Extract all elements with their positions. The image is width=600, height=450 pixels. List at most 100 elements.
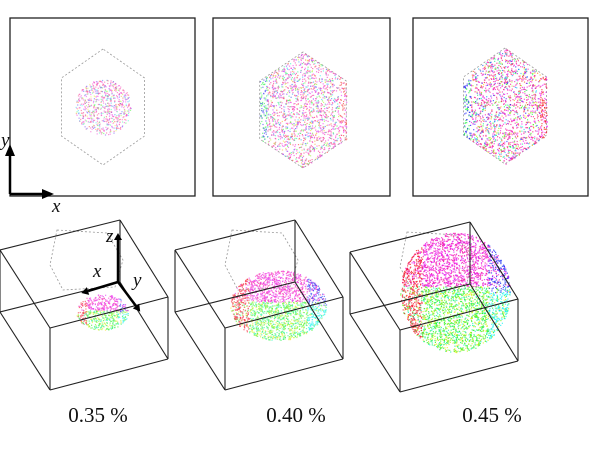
particle: [513, 156, 515, 158]
particle: [122, 117, 124, 119]
particle: [85, 108, 87, 110]
particle: [112, 127, 114, 129]
particle: [487, 67, 489, 69]
particle: [337, 108, 339, 110]
particle: [324, 85, 326, 87]
particle: [280, 96, 282, 98]
particle: [474, 79, 477, 81]
particle: [293, 85, 295, 87]
particle: [293, 113, 295, 115]
particle: [299, 107, 301, 109]
particle: [515, 79, 517, 81]
particle: [267, 94, 269, 96]
particle: [540, 97, 542, 99]
particle: [325, 104, 327, 106]
particle: [318, 110, 320, 112]
particle: [503, 103, 505, 105]
particle: [104, 107, 106, 110]
particle: [506, 146, 508, 148]
particle: [269, 125, 271, 127]
particle: [111, 120, 113, 122]
particle: [341, 82, 343, 84]
particle: [475, 131, 477, 133]
particle: [266, 99, 268, 101]
particle: [104, 91, 106, 93]
particle: [127, 114, 130, 117]
particle: [111, 125, 113, 127]
particle: [465, 96, 467, 98]
particle: [490, 84, 492, 86]
particle: [273, 319, 276, 321]
particle: [324, 148, 326, 150]
particle: [287, 114, 289, 117]
particle: [99, 323, 101, 325]
particle: [473, 112, 475, 114]
particle: [254, 313, 256, 316]
particle: [312, 299, 314, 302]
particle: [87, 316, 89, 318]
particle: [299, 135, 301, 137]
particle: [81, 322, 83, 324]
particle: [346, 95, 348, 97]
particle: [541, 93, 543, 95]
particle: [486, 99, 488, 101]
particle: [263, 102, 265, 105]
particle: [529, 146, 531, 148]
particle: [323, 118, 325, 121]
particle: [96, 83, 98, 85]
particle: [494, 118, 496, 121]
particle: [293, 84, 296, 86]
particle: [275, 322, 277, 324]
particle: [306, 70, 309, 72]
particle: [332, 126, 334, 128]
particle: [471, 111, 474, 113]
particle: [492, 89, 494, 91]
particle: [124, 109, 126, 111]
particle: [256, 274, 259, 276]
particle: [326, 107, 328, 109]
particle: [304, 74, 306, 76]
particle: [300, 130, 302, 132]
particle: [535, 70, 537, 72]
particle: [328, 102, 331, 104]
particle: [109, 305, 111, 308]
particle: [473, 121, 475, 123]
particle: [505, 54, 507, 56]
particle: [239, 311, 242, 313]
particle: [284, 116, 286, 118]
particle: [107, 301, 109, 303]
particle: [305, 117, 307, 120]
particle: [494, 74, 496, 76]
particle: [475, 116, 477, 118]
particle: [512, 156, 515, 158]
particle: [539, 112, 541, 114]
particle: [313, 295, 315, 297]
particle: [80, 302, 82, 304]
particle: [300, 59, 302, 62]
particle: [262, 111, 264, 113]
particle: [472, 79, 474, 82]
particle: [248, 299, 250, 301]
particle: [503, 109, 506, 111]
particle: [314, 140, 316, 142]
particle: [519, 118, 521, 120]
particle: [122, 105, 124, 107]
particle: [82, 103, 84, 105]
particle: [484, 65, 486, 67]
particle: [334, 98, 336, 100]
particle: [323, 95, 325, 97]
particle: [326, 85, 329, 87]
particle: [123, 319, 125, 321]
particle: [478, 134, 480, 136]
particle: [304, 129, 306, 131]
particle: [88, 101, 90, 104]
particle: [526, 89, 528, 91]
particle: [100, 104, 102, 106]
particle: [483, 89, 486, 92]
particle: [307, 66, 309, 68]
particle: [484, 68, 486, 70]
particle: [89, 307, 91, 309]
particle: [482, 96, 484, 98]
particle: [502, 74, 504, 76]
particle: [116, 312, 118, 314]
